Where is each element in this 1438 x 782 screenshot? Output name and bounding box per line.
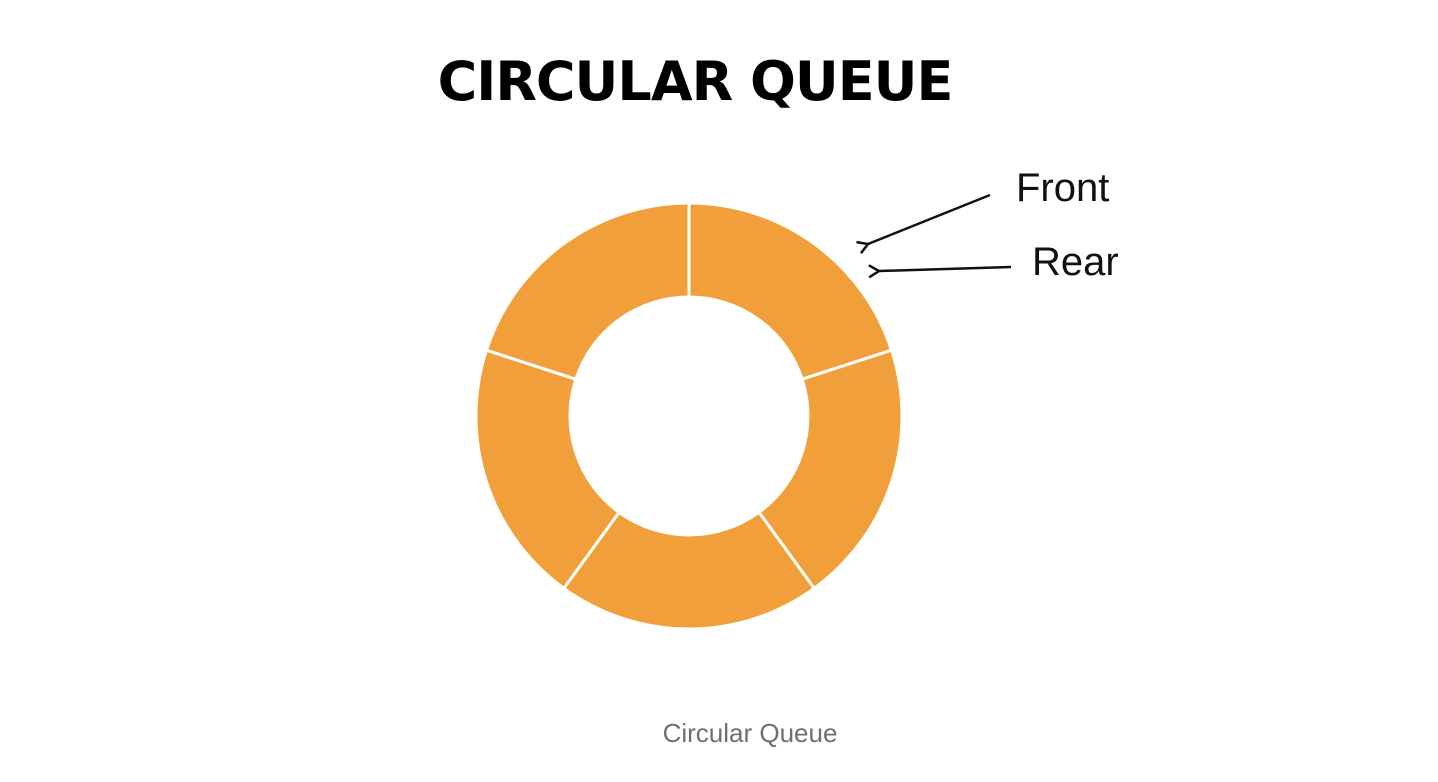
rear-label: Rear xyxy=(1032,240,1119,284)
queue-ring xyxy=(474,201,904,631)
front-label: Front xyxy=(1016,166,1109,210)
diagram-title: CIRCULAR QUEUE xyxy=(437,50,954,113)
queue-slot-4 xyxy=(474,348,622,591)
queue-slot-3 xyxy=(561,510,817,631)
queue-slot-5 xyxy=(484,201,691,382)
queue-slot-1 xyxy=(687,201,894,382)
front-pointer-arrow xyxy=(868,193,991,244)
queue-slot-2 xyxy=(756,348,904,591)
caption: Circular Queue xyxy=(662,718,838,748)
rear-pointer-arrow xyxy=(879,267,1012,271)
